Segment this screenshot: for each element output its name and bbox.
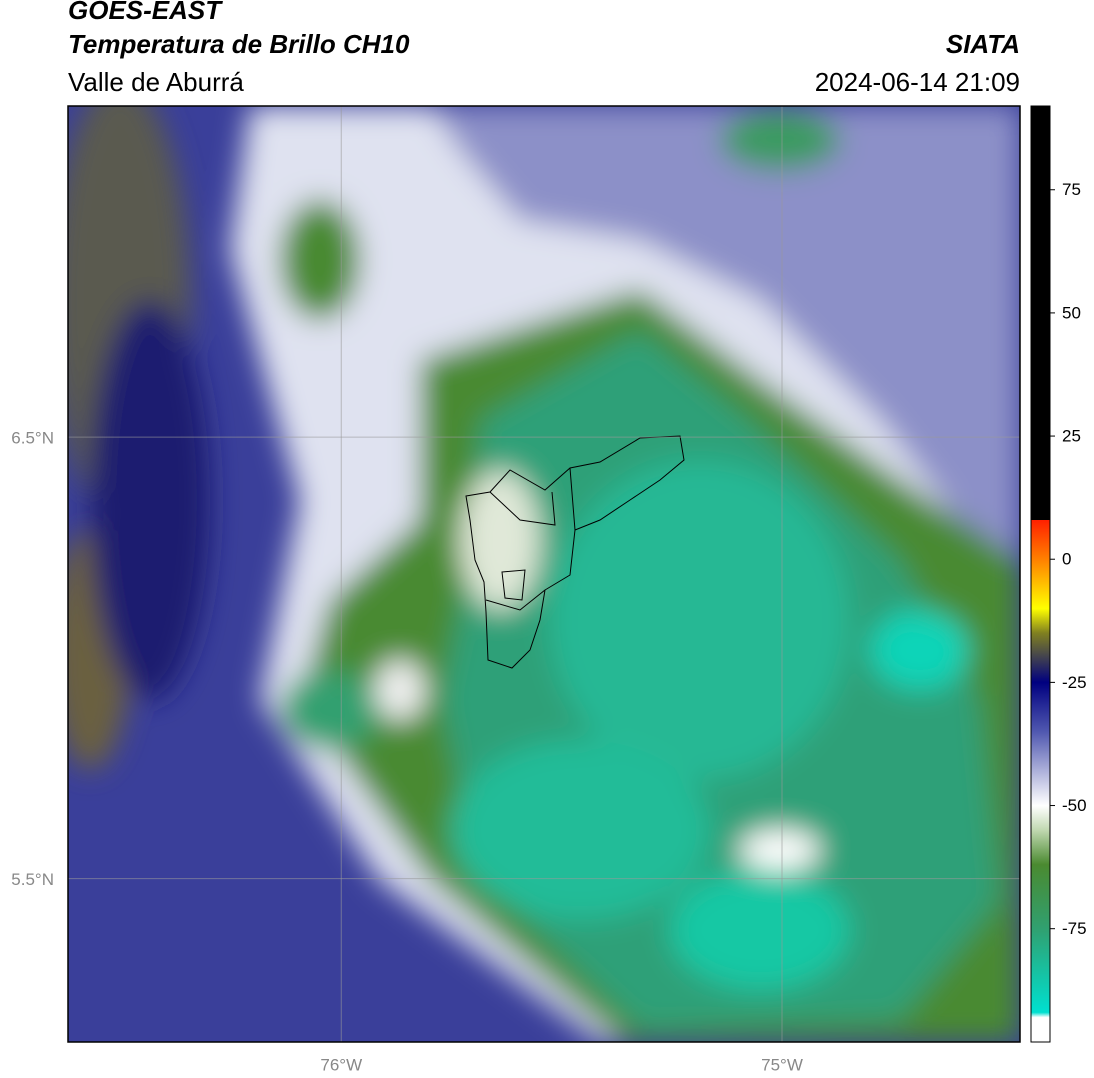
lat-tick-label: 5.5°N bbox=[11, 870, 54, 889]
colorbar-tick-label: -25 bbox=[1062, 673, 1087, 692]
lat-tick-label: 6.5°N bbox=[11, 429, 54, 448]
colorbar-tick-label: 0 bbox=[1062, 550, 1071, 569]
region: Valle de Aburrá bbox=[68, 67, 244, 97]
source: SIATA bbox=[946, 29, 1020, 59]
datetime: 2024-06-14 21:09 bbox=[815, 67, 1020, 97]
colorbar-tick-label: -50 bbox=[1062, 796, 1087, 815]
title: GOES-EAST bbox=[68, 0, 223, 25]
satellite-field bbox=[68, 106, 1020, 1042]
municipal-boundaries bbox=[465, 435, 685, 669]
lon-tick-label: 76°W bbox=[320, 1055, 362, 1074]
colorbar-tick-label: 25 bbox=[1062, 427, 1081, 446]
map-frame bbox=[67, 105, 1021, 1043]
colorbar bbox=[1030, 105, 1051, 1043]
colorbar-tick-label: 75 bbox=[1062, 180, 1081, 199]
colorbar-tick-label: -75 bbox=[1062, 919, 1087, 938]
lon-tick-label: 75°W bbox=[761, 1055, 803, 1074]
grid bbox=[68, 106, 1020, 1042]
subtitle: Temperatura de Brillo CH10 bbox=[68, 29, 410, 59]
colorbar-tick-label: 50 bbox=[1062, 303, 1081, 322]
